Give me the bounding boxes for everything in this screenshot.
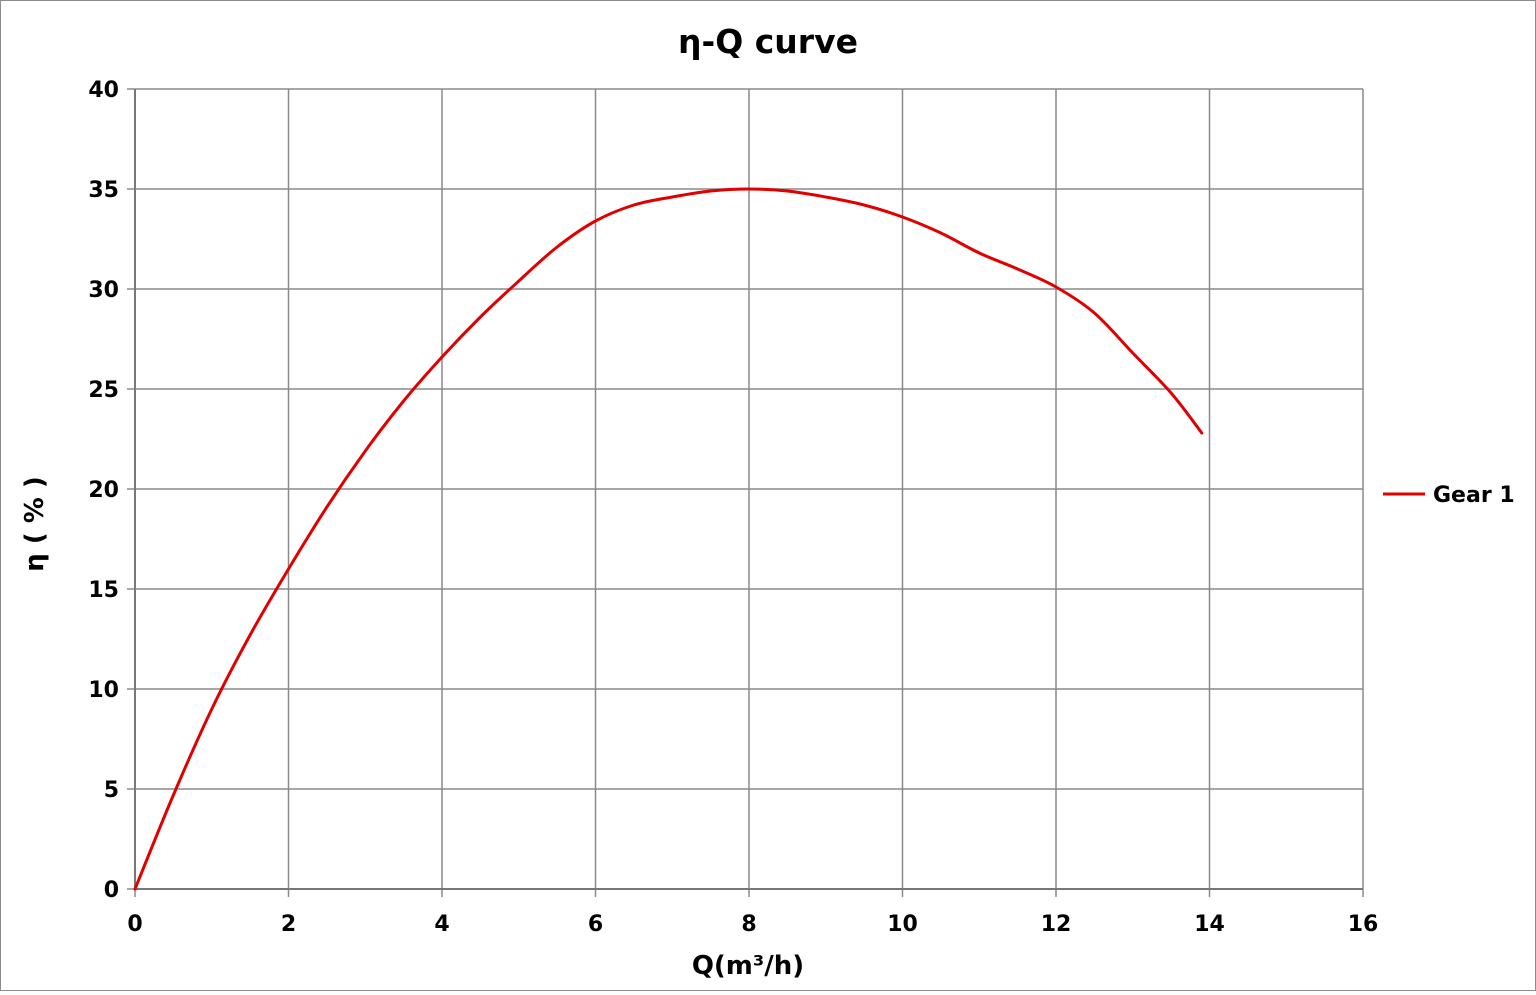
x-axis-ticks: 0 2 4 6 8 10 12 14 16 xyxy=(127,912,1378,937)
x-tick-label: 16 xyxy=(1348,912,1379,937)
x-tick-label: 8 xyxy=(741,912,756,937)
grid-lines xyxy=(127,88,1364,897)
y-tick-label: 30 xyxy=(88,278,119,303)
x-tick-label: 4 xyxy=(434,912,449,937)
legend: Gear 1 xyxy=(1383,483,1515,508)
y-axis-title: η ( % ) xyxy=(20,476,50,571)
y-tick-label: 25 xyxy=(88,378,119,403)
x-tick-label: 2 xyxy=(281,912,296,937)
y-tick-label: 0 xyxy=(104,878,119,903)
legend-label-gear-1: Gear 1 xyxy=(1433,483,1515,508)
y-tick-label: 15 xyxy=(88,578,119,603)
y-tick-label: 10 xyxy=(88,678,119,703)
y-tick-label: 40 xyxy=(88,78,119,103)
series-layer xyxy=(133,187,1204,891)
y-tick-label: 20 xyxy=(88,478,119,503)
x-tick-label: 0 xyxy=(127,912,142,937)
y-tick-label: 35 xyxy=(88,178,119,203)
y-axis-ticks: 0 5 10 15 20 25 30 35 40 xyxy=(88,78,119,903)
plot-area xyxy=(134,89,1363,890)
y-tick-label: 5 xyxy=(104,778,119,803)
x-tick-label: 12 xyxy=(1041,912,1072,937)
series-line-gear-1 xyxy=(133,187,1204,891)
chart-title: η-Q curve xyxy=(678,22,858,61)
x-axis-title: Q(m³/h) xyxy=(692,951,804,981)
x-tick-label: 14 xyxy=(1194,912,1225,937)
x-tick-label: 6 xyxy=(588,912,603,937)
x-tick-label: 10 xyxy=(887,912,918,937)
